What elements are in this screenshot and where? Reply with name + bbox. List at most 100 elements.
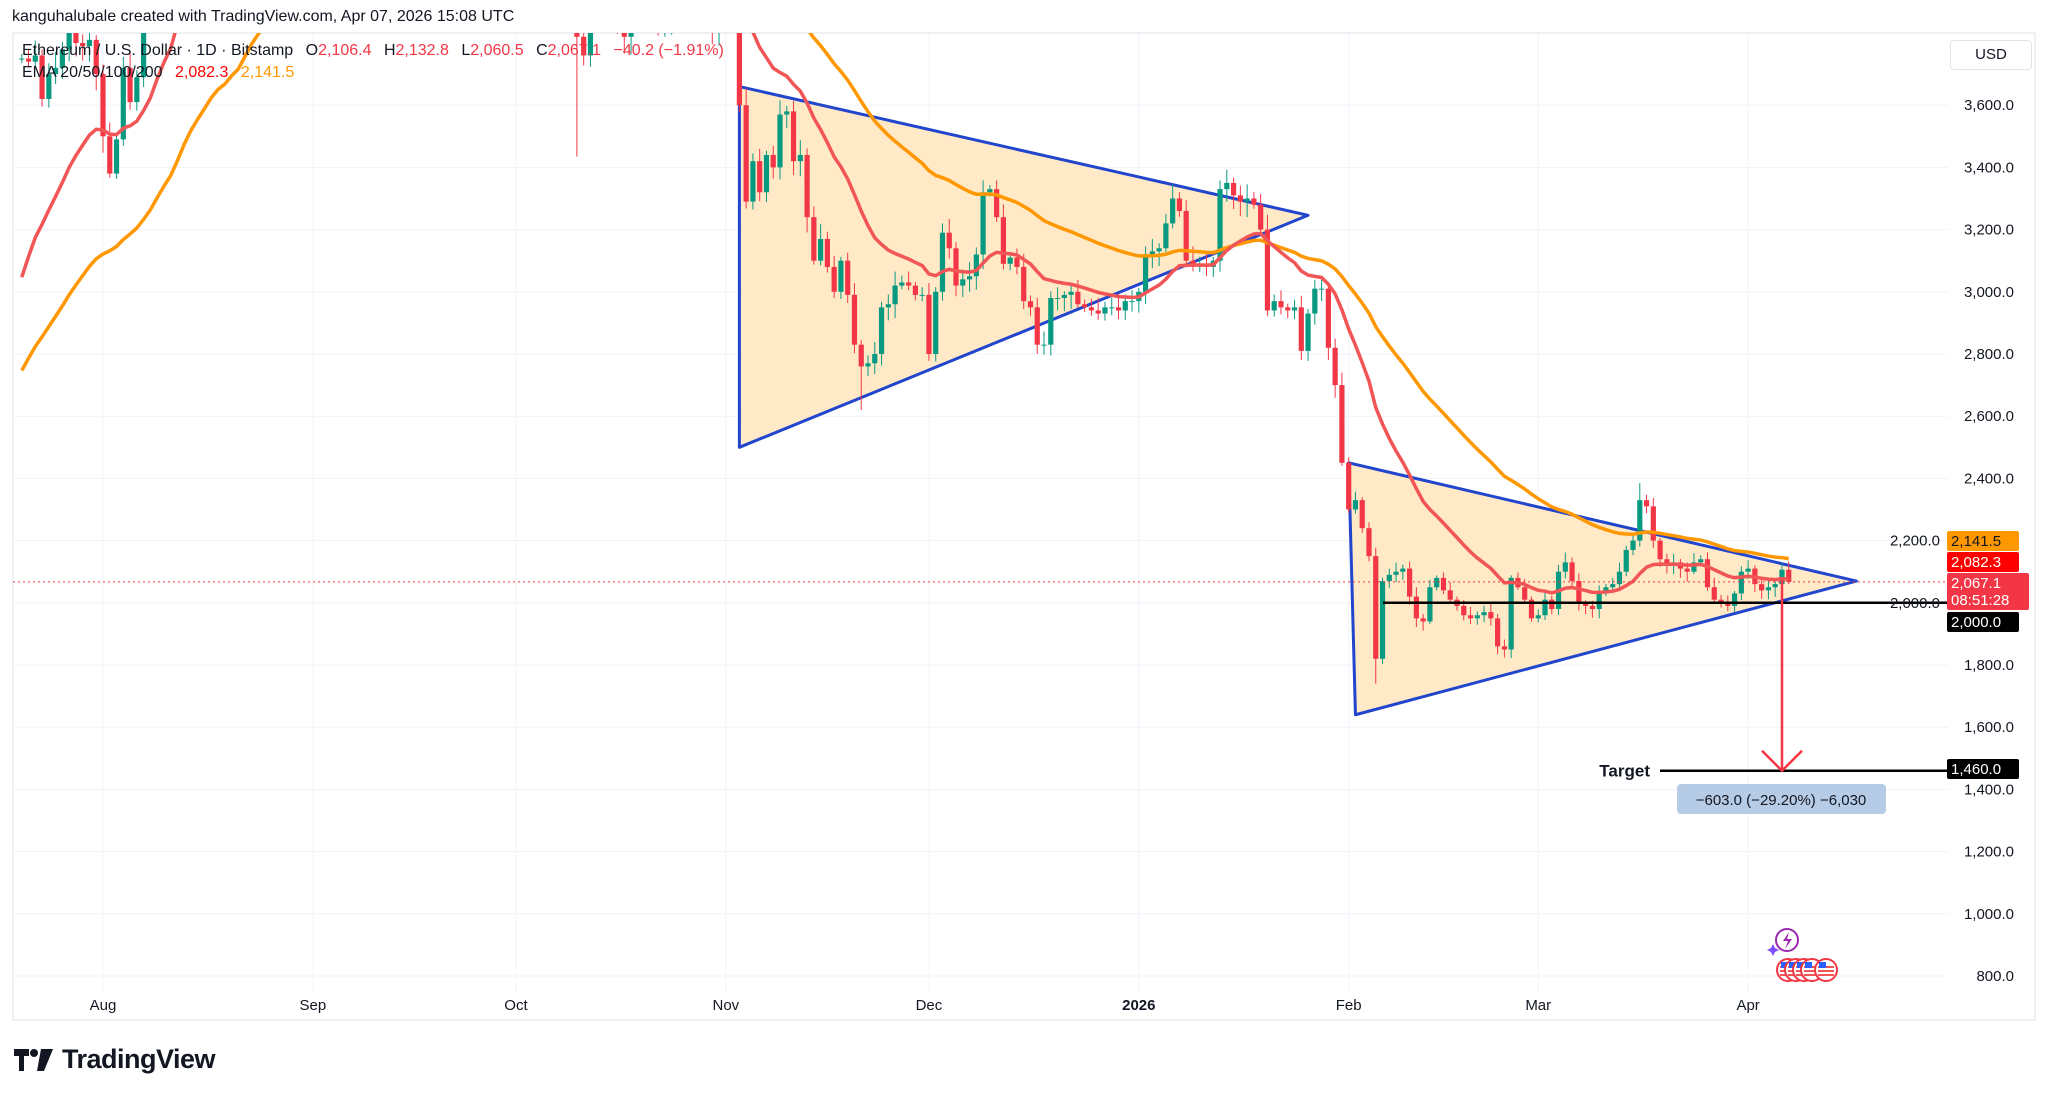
candle-body — [1718, 599, 1724, 603]
candle-body — [1704, 559, 1711, 588]
candle — [1210, 256, 1216, 277]
candle — [1562, 552, 1568, 579]
ema20-value: 2,082.3 — [175, 64, 229, 81]
candle-body — [1366, 528, 1372, 557]
candle — [480, 0, 485, 26]
candle-body — [1115, 307, 1122, 311]
candle-body — [1190, 260, 1196, 264]
target-price-label: 1,460.0 — [1951, 761, 2001, 778]
candle-body — [716, 27, 721, 28]
candle — [1298, 295, 1304, 361]
candle — [1569, 557, 1575, 589]
candle-body — [1657, 540, 1663, 560]
candle-body — [1434, 577, 1440, 588]
candle — [1786, 561, 1792, 584]
candle — [1528, 596, 1535, 622]
candle-body — [1616, 571, 1623, 585]
candle — [1400, 564, 1406, 580]
candle — [716, 27, 721, 46]
time-axis[interactable]: Aug Sep Oct Nov Dec 2026 Feb Mar Apr — [90, 997, 1760, 1014]
candle-body — [872, 354, 878, 364]
currency-button[interactable]: USD — [1950, 40, 2032, 70]
ema50-value: 2,141.5 — [240, 64, 295, 81]
price-tick-label: 3,200.0 — [1964, 222, 2014, 239]
candle — [1149, 238, 1155, 269]
candle-body — [1156, 248, 1162, 252]
candle-body — [1061, 294, 1067, 299]
candle-body — [1596, 593, 1602, 610]
symbol-legend[interactable]: Ethereum / U.S. Dollar · 1D · Bitstamp O… — [22, 42, 724, 60]
candle — [1325, 282, 1331, 361]
candle-body — [1088, 307, 1095, 311]
candle — [608, 0, 613, 2]
candle-body — [1149, 251, 1155, 255]
candle-body — [1109, 307, 1115, 309]
tradingview-logo[interactable]: TradingView — [14, 1044, 216, 1075]
flag-canton — [1797, 962, 1804, 968]
candle — [683, 0, 688, 12]
candle — [621, 33, 627, 54]
candle-body — [973, 254, 979, 277]
price-tick-label: 1,000.0 — [1964, 906, 2014, 923]
candle-body — [743, 105, 749, 202]
candle-body — [1379, 581, 1386, 659]
candle-body — [831, 266, 837, 292]
time-tick-label: Oct — [504, 997, 528, 1014]
candle — [1061, 291, 1067, 312]
candle-body — [127, 67, 133, 103]
close-label: C — [536, 42, 548, 59]
price-axis[interactable]: 3,600.0 3,400.0 3,200.0 3,000.0 2,800.0 2,600… — [1890, 97, 2014, 985]
candle — [25, 48, 32, 68]
candle — [587, 33, 594, 67]
drawings[interactable]: Target −603.0 (−29.20%) −6,030 — [13, 579, 1948, 814]
triangle-patterns[interactable] — [737, 85, 1858, 717]
candle — [784, 105, 790, 129]
target-price-label-box — [1947, 759, 2019, 779]
candle — [757, 148, 763, 202]
triangle-2-pattern[interactable] — [1347, 461, 1858, 717]
candle — [790, 100, 797, 176]
candle — [1291, 299, 1298, 320]
flag-canton — [1805, 962, 1812, 968]
candle — [1102, 301, 1108, 321]
candle — [1163, 213, 1169, 253]
candle-body — [100, 74, 106, 137]
candle-body — [1779, 569, 1785, 585]
candle-body — [750, 161, 756, 202]
candle-body — [1258, 204, 1264, 230]
candle-body — [994, 189, 1000, 218]
candle — [1386, 568, 1392, 588]
us-flag-icons[interactable] — [1776, 958, 1838, 982]
candle-body — [824, 238, 830, 267]
candle-body — [1495, 618, 1501, 647]
candle-body — [1312, 288, 1318, 314]
candle — [777, 100, 783, 180]
candle — [1068, 283, 1074, 309]
ai-lightning-icon[interactable] — [1767, 928, 1799, 956]
candle — [649, 0, 654, 25]
candle — [574, 33, 580, 157]
candle-body — [53, 67, 59, 75]
candle-body — [797, 154, 803, 162]
price-tick-label: 2,000.0 — [1890, 595, 1940, 612]
candle — [1467, 606, 1474, 625]
candle — [966, 262, 973, 292]
flag-canton — [1781, 962, 1788, 968]
events-markers[interactable] — [1767, 928, 1838, 982]
candle — [1082, 299, 1088, 312]
candle — [960, 269, 966, 298]
candle — [858, 340, 864, 410]
candle — [811, 206, 817, 265]
candle-body — [1041, 344, 1047, 346]
candle — [1007, 252, 1013, 271]
change-value: −40.2 (−1.91%) — [613, 42, 724, 59]
support-price-label: 2,000.0 — [1951, 614, 2001, 631]
ema-legend[interactable]: EMA 20/50/100/200 2,082.3 2,141.5 — [22, 64, 294, 82]
price-tick-label: 1,600.0 — [1964, 719, 2014, 736]
candle-body — [1569, 562, 1575, 582]
candle — [86, 33, 93, 62]
candle — [703, 0, 708, 28]
candle — [885, 294, 891, 321]
us-flag-icon[interactable] — [1814, 958, 1838, 982]
